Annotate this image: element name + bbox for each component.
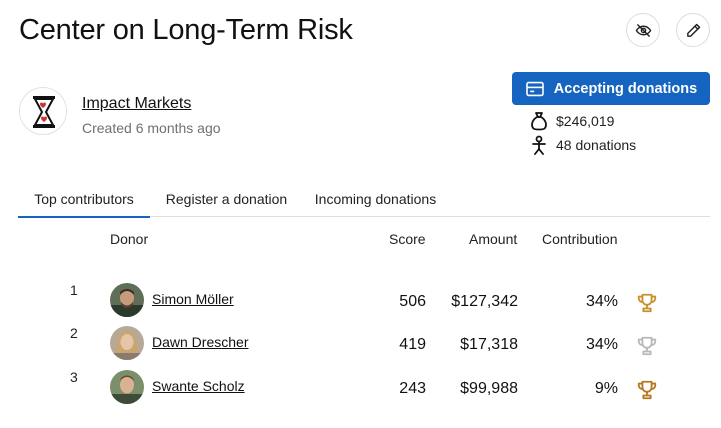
donations-count-value: 48 donations bbox=[556, 137, 637, 153]
avatar-image bbox=[110, 370, 144, 404]
column-header-score: Score bbox=[389, 231, 426, 247]
organization-created: Created 6 months ago bbox=[82, 120, 221, 136]
silver-trophy-icon bbox=[636, 335, 658, 357]
row-amount: $99,988 bbox=[460, 380, 518, 397]
organization-logo[interactable] bbox=[19, 87, 67, 135]
page-title: Center on Long-Term Risk bbox=[19, 14, 353, 46]
tab-bar: Top contributors Register a donation Inc… bbox=[18, 180, 710, 218]
credit-card-icon bbox=[525, 81, 544, 96]
row-score: 419 bbox=[399, 336, 426, 353]
hourglass-hearts-icon bbox=[33, 96, 55, 128]
row-score: 506 bbox=[399, 293, 426, 310]
row-rank: 3 bbox=[70, 369, 78, 385]
avatar-image bbox=[110, 326, 144, 360]
table-row: 2 Dawn Drescher 419 $17,318 34% bbox=[18, 324, 710, 364]
avatar[interactable] bbox=[110, 326, 144, 360]
money-bag-icon bbox=[531, 112, 547, 131]
row-score: 243 bbox=[399, 380, 426, 397]
tab-register-donation[interactable]: Register a donation bbox=[165, 190, 288, 207]
tab-top-contributors[interactable]: Top contributors bbox=[18, 180, 150, 218]
row-contribution: 34% bbox=[585, 336, 618, 353]
pencil-icon bbox=[686, 23, 700, 37]
avatar[interactable] bbox=[110, 370, 144, 404]
row-amount: $127,342 bbox=[451, 293, 518, 310]
row-amount: $17,318 bbox=[460, 336, 518, 353]
gold-trophy-icon bbox=[636, 292, 658, 314]
total-donated: $246,019 bbox=[530, 111, 614, 131]
column-header-amount: Amount bbox=[469, 231, 518, 247]
row-rank: 2 bbox=[70, 325, 78, 341]
row-contribution: 9% bbox=[594, 380, 618, 397]
person-icon bbox=[532, 135, 546, 155]
column-header-contribution: Contribution bbox=[542, 231, 618, 247]
organization-link[interactable]: Impact Markets bbox=[82, 95, 192, 112]
donations-count: 48 donations bbox=[530, 135, 636, 155]
donor-link[interactable]: Simon Möller bbox=[152, 291, 234, 307]
donor-link[interactable]: Swante Scholz bbox=[152, 378, 245, 394]
hide-button[interactable] bbox=[626, 13, 660, 47]
row-contribution: 34% bbox=[585, 293, 618, 310]
bronze-trophy-icon bbox=[636, 379, 658, 401]
donor-link[interactable]: Dawn Drescher bbox=[152, 334, 249, 350]
column-header-donor: Donor bbox=[110, 231, 149, 247]
avatar-image bbox=[110, 283, 144, 317]
eye-off-icon bbox=[635, 23, 651, 37]
table-row: 1 Simon Möller 506 $127,342 34% bbox=[18, 281, 710, 321]
edit-button[interactable] bbox=[676, 13, 710, 47]
tab-incoming-donations[interactable]: Incoming donations bbox=[314, 190, 437, 207]
accepting-donations-label: Accepting donations bbox=[553, 80, 698, 97]
avatar[interactable] bbox=[110, 283, 144, 317]
table-row: 3 Swante Scholz 243 $99,988 9% bbox=[18, 368, 710, 408]
row-rank: 1 bbox=[70, 282, 78, 298]
accepting-donations-button[interactable]: Accepting donations bbox=[512, 72, 710, 105]
total-donated-value: $246,019 bbox=[556, 113, 615, 129]
